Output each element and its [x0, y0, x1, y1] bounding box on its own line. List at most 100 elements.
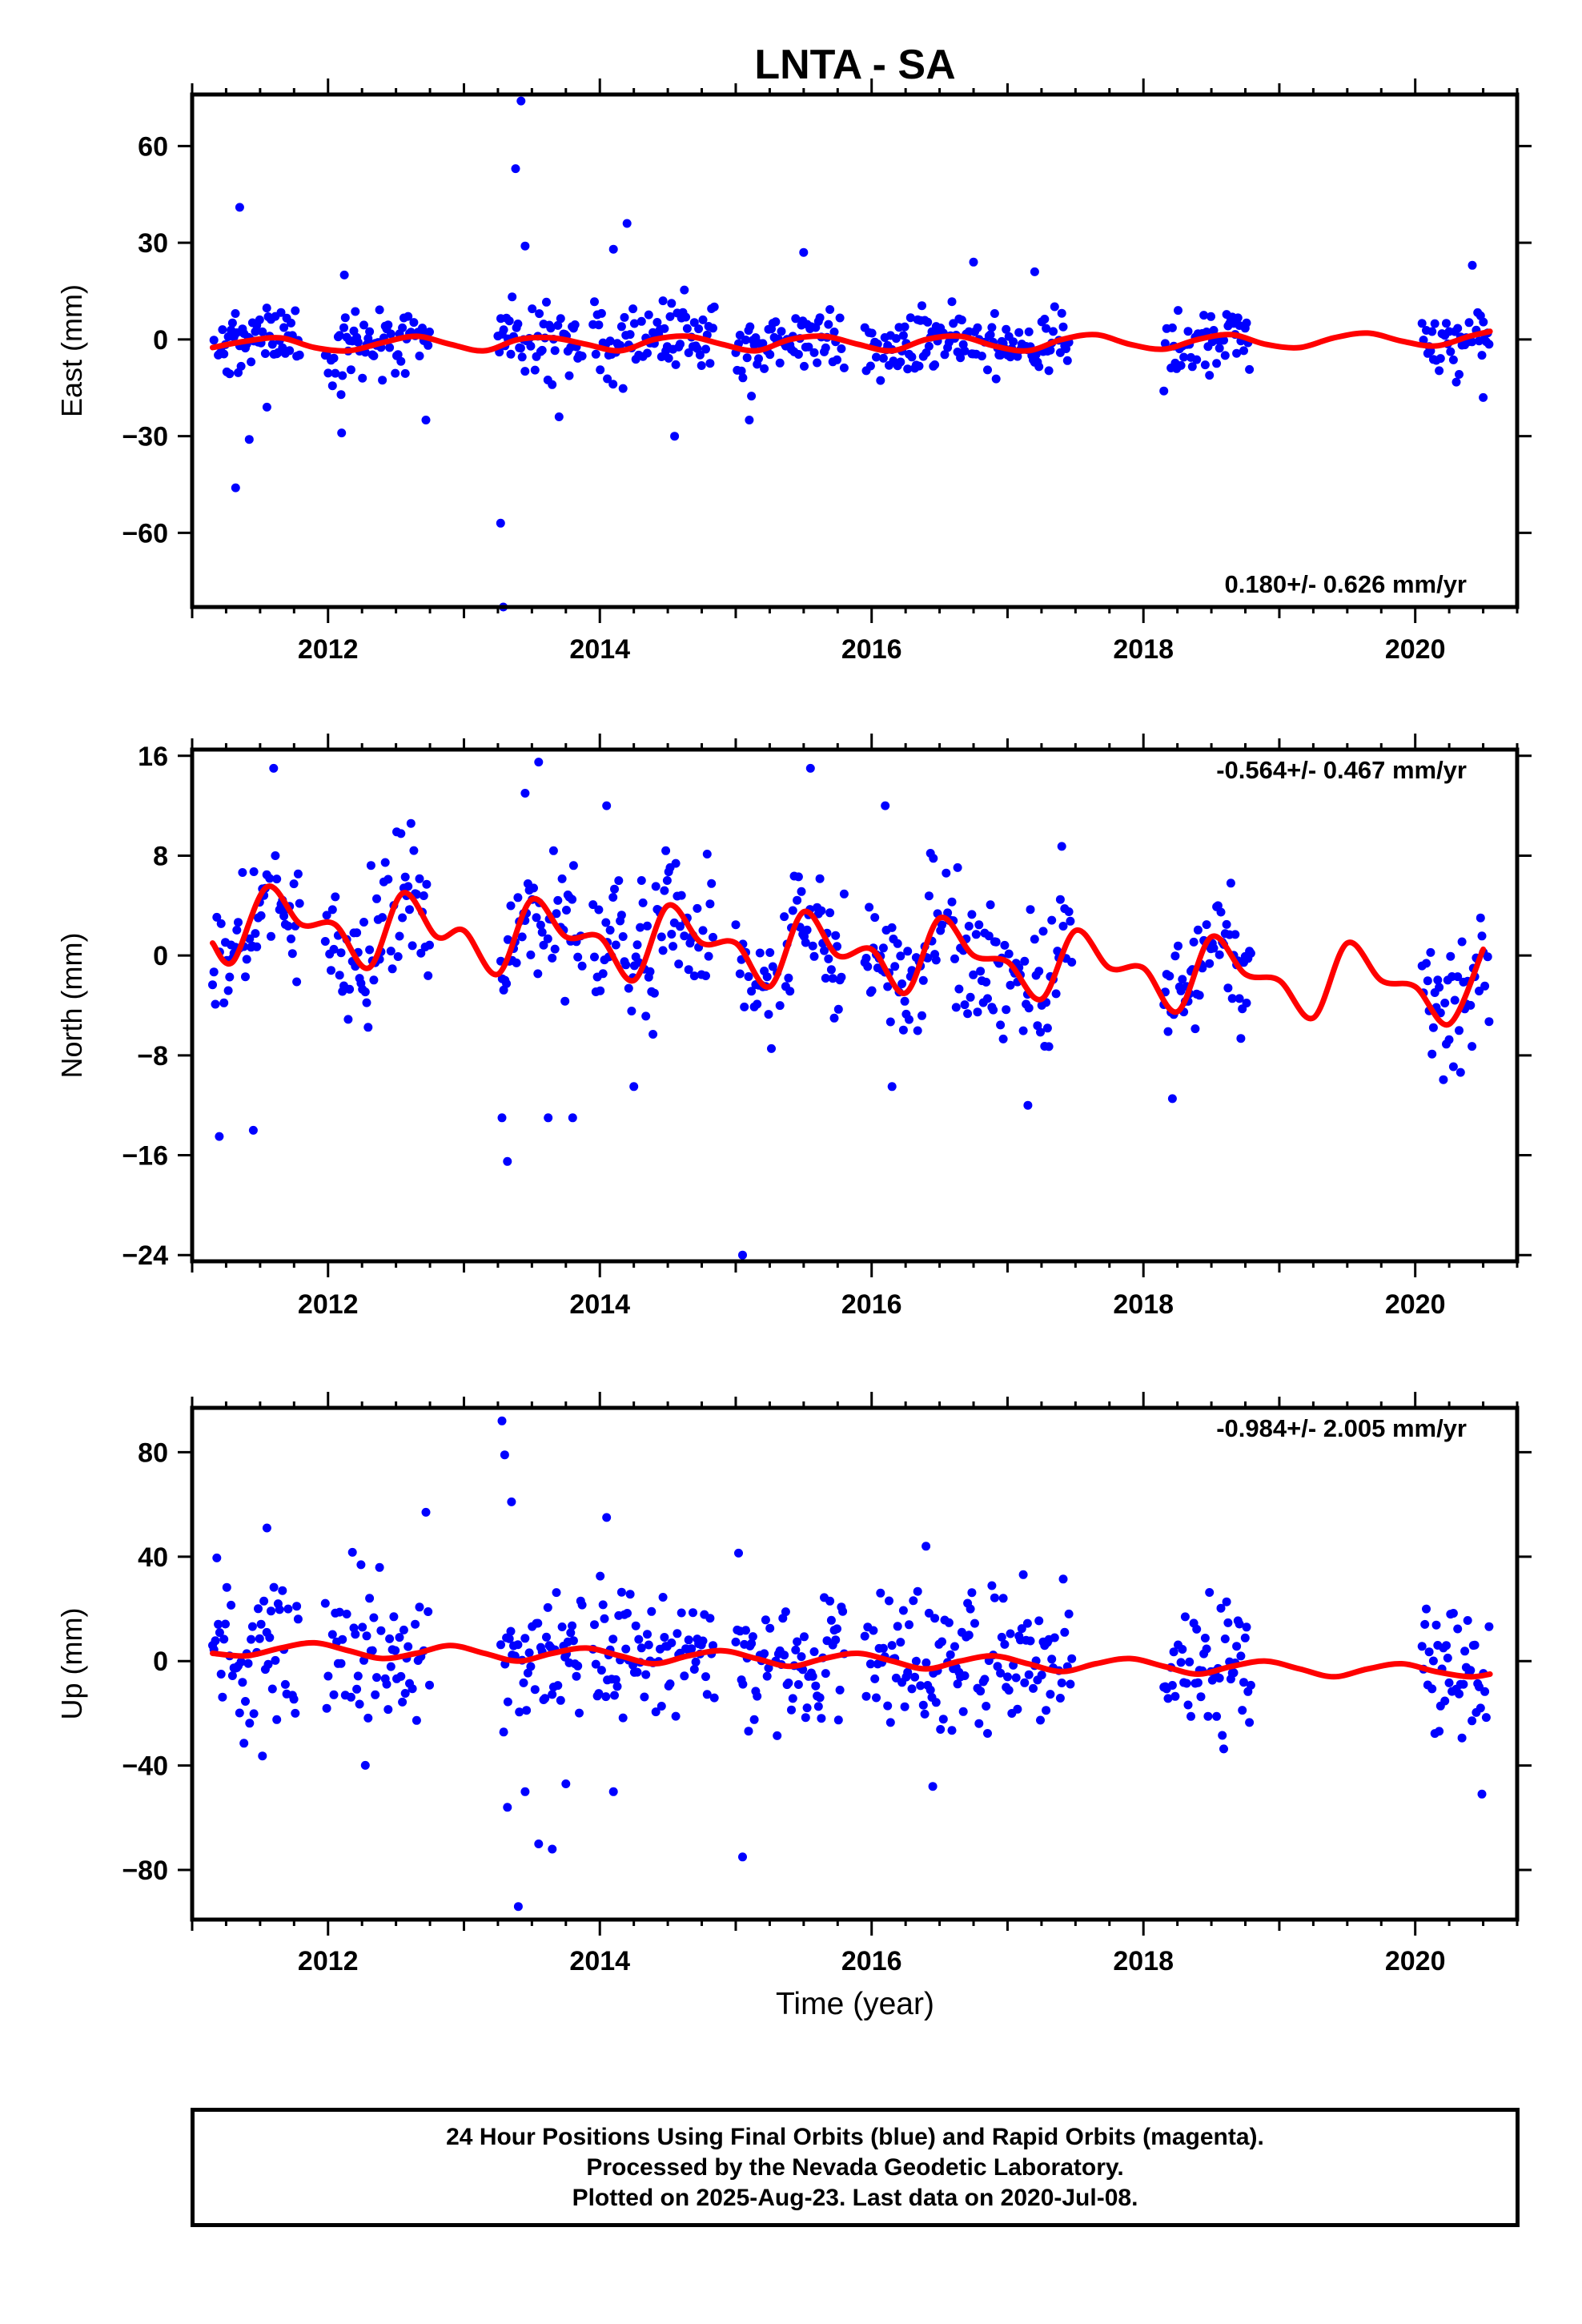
- data-point: [1002, 1005, 1011, 1015]
- data-point: [380, 858, 390, 867]
- y-axis-label: North (mm): [55, 933, 88, 1079]
- data-point: [362, 998, 371, 1007]
- data-point: [1044, 366, 1054, 376]
- data-point: [562, 906, 571, 915]
- data-point: [643, 348, 652, 358]
- data-point: [900, 996, 909, 1006]
- data-point: [903, 364, 913, 374]
- data-point: [625, 1590, 635, 1599]
- data-point: [536, 920, 545, 930]
- data-point: [953, 862, 962, 872]
- data-point: [837, 344, 846, 353]
- data-point: [983, 365, 992, 375]
- data-point: [524, 1648, 534, 1658]
- data-point: [1455, 1026, 1464, 1035]
- data-point: [262, 1523, 271, 1533]
- north-panel: −24 −16 −8 0 8 16 2012 2014 2016 2018 2020 North (m…: [55, 734, 1532, 1320]
- data-point: [405, 905, 414, 915]
- data-point: [687, 1644, 697, 1654]
- data-point: [831, 1635, 841, 1645]
- data-point: [365, 1594, 375, 1603]
- data-point: [327, 381, 337, 391]
- data-point: [621, 960, 631, 970]
- data-point: [238, 868, 247, 877]
- data-point: [762, 1671, 772, 1681]
- data-point: [548, 1844, 557, 1854]
- data-point: [920, 1709, 930, 1719]
- data-point: [658, 946, 668, 955]
- data-point: [765, 1623, 775, 1633]
- data-point: [537, 345, 547, 355]
- data-point: [225, 972, 235, 982]
- data-point: [355, 1699, 364, 1709]
- data-point: [942, 868, 951, 878]
- data-point: [280, 1679, 290, 1689]
- data-point: [1003, 1672, 1012, 1682]
- data-point: [1167, 1094, 1177, 1104]
- data-point: [1186, 1711, 1195, 1721]
- data-point: [605, 926, 615, 935]
- data-point: [1062, 356, 1072, 365]
- data-point: [1240, 1633, 1250, 1642]
- data-point: [251, 929, 260, 939]
- data-point: [1468, 337, 1477, 347]
- data-point: [1484, 340, 1494, 349]
- data-point: [799, 247, 809, 257]
- data-point: [1009, 337, 1018, 347]
- data-point: [1457, 937, 1467, 947]
- data-point: [775, 358, 785, 368]
- data-point: [753, 1691, 762, 1701]
- data-point: [813, 358, 822, 368]
- data-point: [596, 986, 605, 995]
- data-point: [287, 934, 295, 943]
- data-point: [947, 297, 957, 307]
- data-point: [1193, 1678, 1203, 1687]
- data-point: [1006, 980, 1015, 990]
- data-point: [369, 975, 379, 985]
- data-point: [793, 1680, 803, 1689]
- data-point: [499, 1727, 508, 1737]
- data-point: [386, 947, 396, 956]
- data-point: [618, 1713, 628, 1723]
- data-point: [821, 974, 830, 983]
- data-point: [520, 1634, 530, 1643]
- data-point: [731, 1637, 741, 1647]
- data-point: [1034, 1616, 1044, 1626]
- data-point: [966, 992, 975, 1002]
- data-point: [982, 977, 991, 987]
- data-point: [575, 1708, 584, 1718]
- data-point: [804, 342, 813, 352]
- data-point: [1067, 958, 1077, 967]
- data-point: [208, 980, 217, 990]
- data-point: [419, 891, 428, 900]
- data-point: [1443, 1653, 1452, 1663]
- data-point: [1232, 1642, 1242, 1651]
- data-point: [499, 325, 508, 335]
- data-point: [1050, 302, 1059, 312]
- data-point: [216, 1670, 226, 1679]
- data-point: [1058, 1574, 1068, 1584]
- x-tick-label: 2020: [1385, 1946, 1446, 1976]
- data-point: [636, 876, 646, 885]
- data-point: [383, 320, 393, 330]
- data-point: [1004, 1686, 1014, 1695]
- data-point: [504, 1634, 514, 1643]
- data-point: [415, 874, 424, 883]
- data-point: [327, 1630, 337, 1639]
- data-point: [1170, 951, 1180, 961]
- data-point: [938, 1715, 948, 1724]
- data-point: [828, 974, 837, 983]
- data-point: [611, 940, 620, 950]
- data-point: [677, 891, 686, 900]
- data-point: [1215, 1674, 1224, 1683]
- data-point: [1245, 1718, 1255, 1727]
- data-point: [1427, 327, 1437, 336]
- data-point: [1020, 1678, 1030, 1687]
- data-point: [372, 894, 381, 903]
- data-point: [640, 1692, 649, 1702]
- y-axis-label: Up (mm): [55, 1608, 88, 1720]
- data-point: [1215, 950, 1224, 959]
- data-point: [669, 942, 678, 951]
- data-point: [594, 1689, 604, 1699]
- data-point: [335, 1607, 344, 1617]
